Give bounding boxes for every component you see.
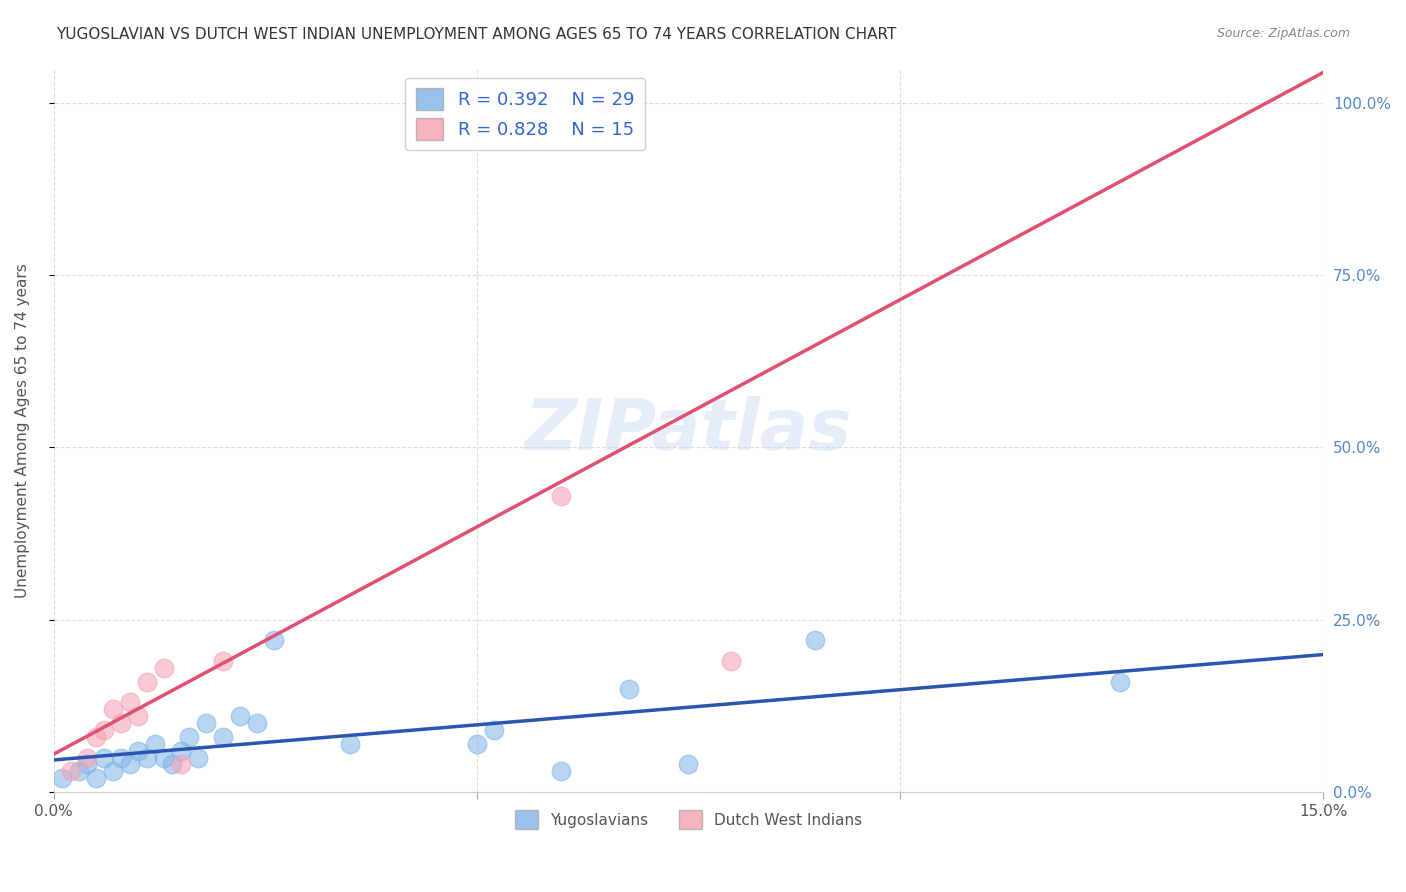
- Point: [804, 633, 827, 648]
- Point: [93, 723, 115, 737]
- Point: [186, 750, 208, 764]
- Point: [1109, 674, 1132, 689]
- Point: [263, 633, 285, 648]
- Point: [135, 750, 157, 764]
- Point: [76, 757, 98, 772]
- Y-axis label: Unemployment Among Ages 65 to 74 years: Unemployment Among Ages 65 to 74 years: [15, 263, 30, 598]
- Text: YUGOSLAVIAN VS DUTCH WEST INDIAN UNEMPLOYMENT AMONG AGES 65 TO 74 YEARS CORRELAT: YUGOSLAVIAN VS DUTCH WEST INDIAN UNEMPLO…: [56, 27, 897, 42]
- Point: [127, 744, 149, 758]
- Point: [135, 674, 157, 689]
- Point: [101, 764, 124, 779]
- Point: [678, 757, 700, 772]
- Point: [619, 681, 641, 696]
- Point: [169, 757, 191, 772]
- Point: [143, 737, 166, 751]
- Point: [110, 750, 132, 764]
- Point: [127, 709, 149, 723]
- Point: [465, 737, 488, 751]
- Point: [84, 771, 107, 785]
- Point: [93, 750, 115, 764]
- Point: [482, 723, 505, 737]
- Point: [152, 750, 174, 764]
- Point: [194, 716, 217, 731]
- Point: [110, 716, 132, 731]
- Point: [212, 730, 235, 744]
- Point: [339, 737, 361, 751]
- Point: [118, 695, 141, 709]
- Legend: Yugoslavians, Dutch West Indians: Yugoslavians, Dutch West Indians: [509, 804, 868, 835]
- Point: [76, 750, 98, 764]
- Point: [59, 764, 82, 779]
- Point: [720, 654, 742, 668]
- Text: Source: ZipAtlas.com: Source: ZipAtlas.com: [1216, 27, 1350, 40]
- Point: [169, 744, 191, 758]
- Point: [212, 654, 235, 668]
- Point: [229, 709, 252, 723]
- Point: [84, 730, 107, 744]
- Point: [118, 757, 141, 772]
- Point: [592, 95, 614, 110]
- Point: [160, 757, 183, 772]
- Point: [550, 489, 572, 503]
- Point: [51, 771, 73, 785]
- Point: [67, 764, 90, 779]
- Point: [177, 730, 200, 744]
- Point: [550, 764, 572, 779]
- Point: [101, 702, 124, 716]
- Point: [152, 661, 174, 675]
- Point: [246, 716, 269, 731]
- Text: ZIPatlas: ZIPatlas: [524, 396, 852, 465]
